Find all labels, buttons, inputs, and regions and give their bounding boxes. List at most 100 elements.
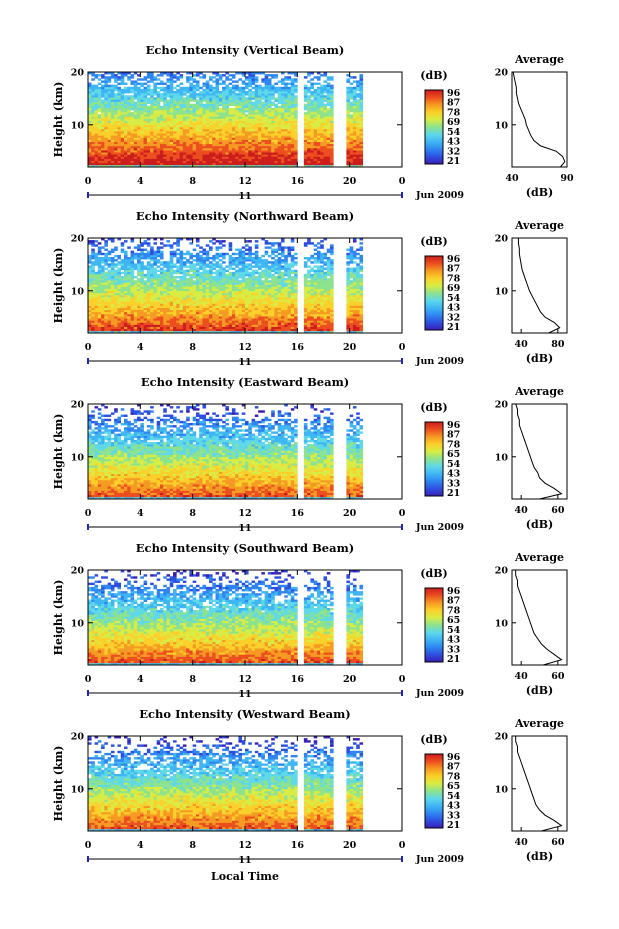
heatmap-cell [179,257,184,260]
heatmap-cell [349,86,354,90]
heatmap-cell [254,162,259,166]
heatmap-cell [192,328,197,332]
heatmap-cell [225,162,229,166]
heatmap-cell [248,76,252,79]
heatmap-cell [153,154,157,157]
heatmap-cell [212,133,216,136]
heatmap-cell [163,72,167,75]
heatmap-cell [287,76,292,79]
heatmap-cell [258,145,262,149]
heatmap-cell [156,97,161,100]
heatmap-cell [120,152,125,155]
heatmap-cell [186,116,190,119]
heatmap-cell [159,307,164,311]
heatmap-cell [104,78,108,81]
heatmap-cell [202,276,207,279]
heatmap-cell [349,116,354,119]
heatmap-cell [287,88,292,92]
heatmap-cell [235,269,239,273]
heatmap-cell [218,112,223,115]
heatmap-cell [163,95,167,98]
heatmap-cell [153,131,157,134]
heatmap-cell [202,261,207,264]
heatmap-cell [163,93,167,96]
heatmap-cell [101,88,105,92]
heatmap-cell [228,324,233,327]
heatmap-cell [195,290,200,294]
heatmap-cell [356,110,360,113]
heatmap-cell [359,110,364,113]
heatmap-cell [235,156,239,159]
heatmap-cell [271,156,275,159]
heatmap-cell [150,252,154,256]
heatmap-cell [182,162,187,166]
heatmap-cell [137,141,141,145]
heatmap-cell [192,265,197,268]
heatmap-cell [107,156,112,159]
heatmap-cell [238,330,243,334]
heatmap-cell [277,158,282,161]
heatmap-cell [189,152,193,155]
heatmap-cell [110,248,115,251]
heatmap-cell [127,118,131,121]
heatmap-cell [228,330,233,334]
heatmap-cell [228,139,233,142]
heatmap-cell [130,137,135,140]
heatmap-cell [117,122,122,126]
heatmap-cell [156,129,161,132]
heatmap-cell [310,120,314,123]
heatmap-cell [303,156,308,159]
heatmap-cell [359,99,364,102]
heatmap-cell [313,148,318,151]
heatmap-cell [225,86,229,90]
heatmap-cell [117,82,122,85]
heatmap-cell [117,309,122,313]
heatmap-cell [123,314,128,317]
heatmap-cell [91,330,95,334]
heatmap-cell [97,259,102,262]
heatmap-cell [166,93,171,96]
heatmap-cell [258,120,262,123]
heatmap-cell [97,137,102,140]
heatmap-cell [110,124,115,128]
heatmap-cell [218,284,223,287]
heatmap-cell [163,324,167,327]
heatmap-cell [290,129,295,132]
heatmap-cell [228,112,233,115]
heatmap-cell [209,271,213,275]
heatmap-cell [153,261,157,264]
heatmap-cell [169,309,174,313]
heatmap-cell [104,240,108,243]
heatmap-cell [127,162,131,166]
heatmap-cell [101,156,105,159]
heatmap-cell [186,99,190,102]
heatmap-cell [130,320,135,323]
heatmap-cell [107,154,112,157]
heatmap-cell [277,124,282,128]
heatmap-cell [310,112,314,115]
heatmap-cell [238,118,243,121]
heatmap-cell [346,143,350,147]
heatmap-cell [195,152,200,155]
heatmap-cell [114,309,118,313]
heatmap-cell [120,122,125,126]
heatmap-cell [274,74,279,77]
heatmap-cell [130,273,135,277]
heatmap-cell [182,120,187,123]
heatmap-cell [169,250,174,254]
heatmap-cell [123,86,128,90]
heatmap-cell [202,160,207,164]
heatmap-cell [146,105,151,109]
heatmap-cell [127,120,131,123]
heatmap-cell [248,141,252,145]
heatmap-cell [176,137,180,140]
heatmap-cell [143,112,148,115]
heatmap-cell [159,74,164,77]
heatmap-cell [107,143,112,147]
heatmap-cell [173,80,177,83]
heatmap-cell [218,110,223,113]
heatmap-cell [199,162,203,166]
heatmap-cell [346,91,350,94]
heatmap-cell [137,295,141,298]
heatmap-cell [284,158,288,161]
